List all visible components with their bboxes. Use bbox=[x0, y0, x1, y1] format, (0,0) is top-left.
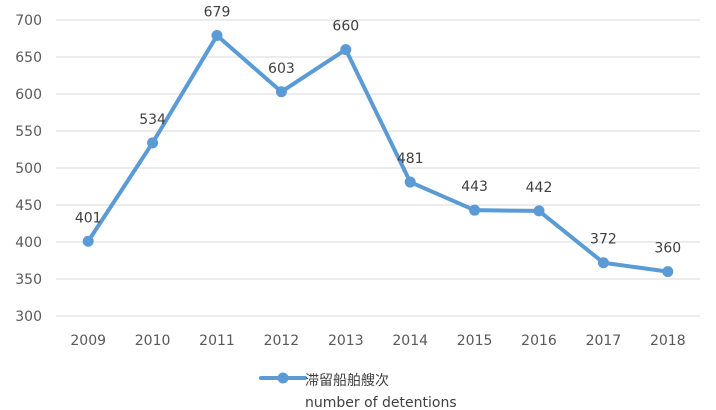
y-tick-label: 500 bbox=[15, 161, 42, 177]
data-labels: 401 534 679 603 660 481 443 442 372 360 bbox=[75, 5, 681, 257]
y-tick-label: 350 bbox=[15, 272, 42, 288]
data-point bbox=[469, 204, 481, 216]
x-tick-label: 2017 bbox=[586, 333, 622, 349]
x-tick-label: 2016 bbox=[521, 333, 557, 349]
data-point bbox=[662, 266, 674, 278]
x-tick-label: 2018 bbox=[650, 333, 686, 349]
data-label: 401 bbox=[75, 210, 102, 226]
data-label: 442 bbox=[526, 180, 553, 196]
data-label: 679 bbox=[204, 5, 231, 21]
series bbox=[82, 30, 674, 278]
y-tick-label: 650 bbox=[15, 50, 42, 66]
x-tick-label: 2012 bbox=[264, 333, 300, 349]
data-label: 603 bbox=[268, 61, 295, 77]
data-point bbox=[211, 30, 223, 42]
data-label: 481 bbox=[397, 151, 424, 167]
data-label: 360 bbox=[654, 241, 681, 257]
y-tick-label: 550 bbox=[15, 124, 42, 140]
data-label: 372 bbox=[590, 232, 617, 248]
series-line bbox=[86, 33, 670, 274]
legend-label-en: number of detentions bbox=[305, 395, 457, 410]
data-label: 660 bbox=[332, 19, 359, 35]
data-point bbox=[597, 257, 609, 269]
y-tick-label: 400 bbox=[15, 235, 42, 251]
x-tick-label: 2013 bbox=[328, 333, 364, 349]
data-point bbox=[340, 44, 352, 56]
data-label: 534 bbox=[139, 112, 166, 128]
data-point bbox=[82, 235, 94, 247]
y-tick-label: 450 bbox=[15, 198, 42, 214]
gridlines bbox=[56, 19, 700, 317]
legend-label-cn: 滞留船舶艘次 bbox=[305, 373, 389, 389]
y-tick-label: 600 bbox=[15, 87, 42, 103]
data-point bbox=[275, 86, 287, 98]
x-tick-label: 2015 bbox=[457, 333, 493, 349]
y-tick-label: 300 bbox=[15, 309, 42, 325]
data-point bbox=[404, 176, 416, 188]
legend: 滞留船舶艘次 number of detentions bbox=[259, 372, 457, 410]
axes: 300 350 400 450 500 550 600 650 700 2009 2010 2011 2… bbox=[15, 13, 685, 349]
data-point bbox=[147, 137, 159, 149]
legend-dot-marker bbox=[277, 372, 289, 384]
x-tick-label: 2014 bbox=[392, 333, 428, 349]
y-tick-label: 700 bbox=[15, 13, 42, 29]
data-point bbox=[533, 205, 545, 217]
data-label: 443 bbox=[461, 179, 488, 195]
x-tick-label: 2011 bbox=[199, 333, 235, 349]
x-tick-label: 2010 bbox=[135, 333, 171, 349]
x-tick-label: 2009 bbox=[70, 333, 106, 349]
